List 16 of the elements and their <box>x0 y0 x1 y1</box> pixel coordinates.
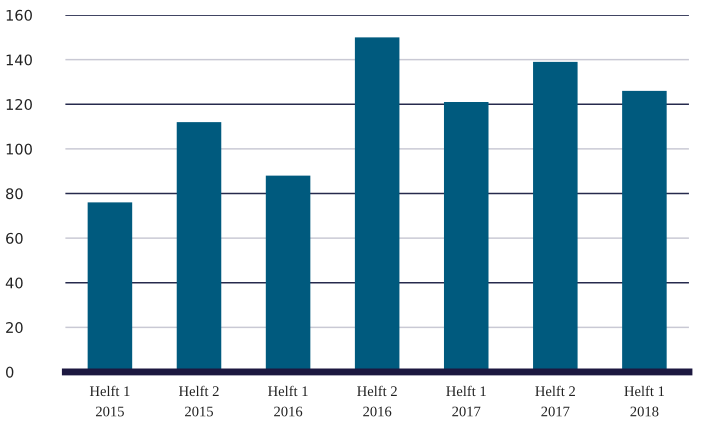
y-tick-label: 120 <box>6 98 32 110</box>
y-tick-label: 80 <box>6 188 23 200</box>
x-tick-label: Helft 2 2017 <box>535 386 575 416</box>
y-tick-label: 60 <box>6 232 23 244</box>
y-tick-label: 160 <box>6 10 32 21</box>
y-tick-label: 100 <box>6 144 32 155</box>
x-tick-label: Helft 2 2016 <box>357 386 397 416</box>
x-tick-label: Helft 1 2016 <box>268 386 308 416</box>
x-tick-label: Helft 1 2015 <box>90 386 130 416</box>
y-tick-label: 40 <box>6 277 23 288</box>
x-tick-label: Helft 2 2015 <box>178 386 219 416</box>
y-tick-label: 0 <box>6 366 14 378</box>
y-tick-label: 140 <box>6 54 32 66</box>
x-tick-label: Helft 1 2017 <box>446 386 486 416</box>
y-tick-label: 20 <box>6 322 23 334</box>
x-tick-label: Helft 1 2018 <box>624 386 664 416</box>
